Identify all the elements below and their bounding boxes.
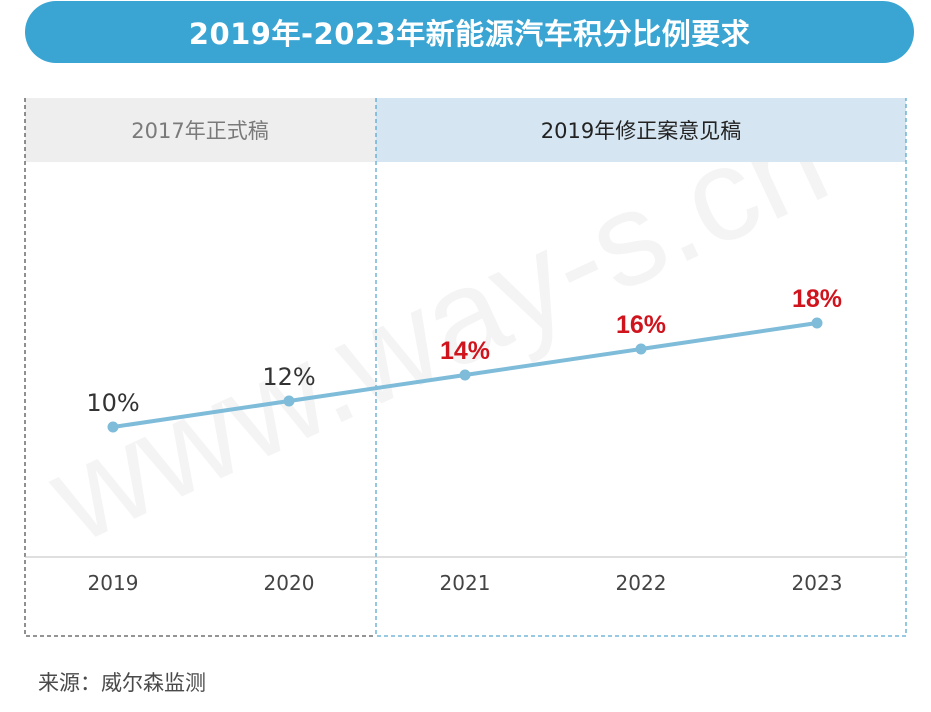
x-tick-2023: 2023 [792, 571, 843, 595]
data-label-2021: 14% [440, 337, 490, 365]
data-point-2023 [811, 317, 823, 329]
series-layer: 10% 12% 14% 16% 18% [86, 285, 842, 433]
right-panel-border [375, 98, 907, 637]
data-point-2021 [459, 369, 471, 381]
left-panel-header [25, 98, 376, 162]
x-tick-2021: 2021 [440, 571, 491, 595]
x-tick-2019: 2019 [88, 571, 139, 595]
segment-label-2017-final: 2017年正式稿 [131, 119, 268, 143]
right-panel-header [376, 98, 906, 162]
data-label-2023: 18% [792, 285, 842, 313]
data-label-2022: 16% [616, 311, 666, 339]
data-point-2022 [635, 343, 647, 355]
chart-title: 2019年-2023年新能源汽车积分比例要求 [25, 1, 914, 63]
x-tick-2022: 2022 [616, 571, 667, 595]
segment-label-2019-amendment: 2019年修正案意见稿 [541, 119, 741, 143]
x-tick-2020: 2020 [264, 571, 315, 595]
data-label-2020: 12% [262, 363, 315, 391]
source-note: 来源：威尔森监测 [38, 671, 206, 695]
data-label-2019: 10% [86, 389, 139, 417]
left-panel-border [24, 98, 376, 637]
data-point-2019 [107, 421, 119, 433]
x-axis-labels: 2019 2020 2021 2022 2023 [88, 571, 843, 595]
data-point-2020 [283, 395, 295, 407]
